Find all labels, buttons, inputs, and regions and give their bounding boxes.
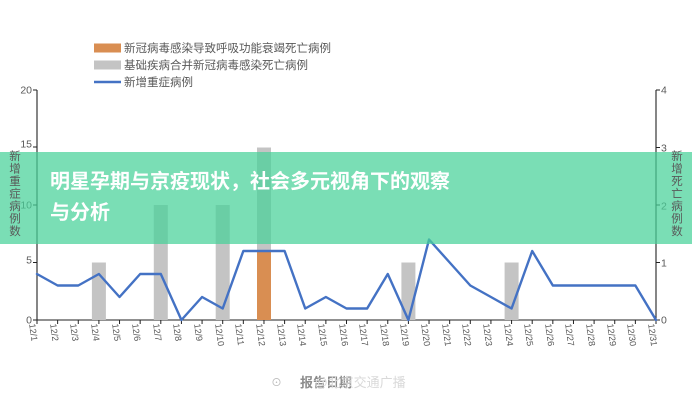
svg-text:新冠病毒感染导致呼吸功能衰竭死亡病例: 新冠病毒感染导致呼吸功能衰竭死亡病例 [124, 41, 331, 55]
svg-text:4: 4 [661, 85, 667, 97]
svg-text:基础疾病合并新冠病毒感染死亡病例: 基础疾病合并新冠病毒感染死亡病例 [124, 58, 308, 72]
svg-text:1: 1 [661, 258, 667, 270]
svg-text:20: 20 [20, 85, 32, 97]
svg-text:15: 15 [20, 139, 32, 151]
svg-text:新增重症病例: 新增重症病例 [124, 75, 193, 89]
svg-text:0: 0 [661, 315, 667, 327]
svg-text:5: 5 [26, 255, 32, 267]
